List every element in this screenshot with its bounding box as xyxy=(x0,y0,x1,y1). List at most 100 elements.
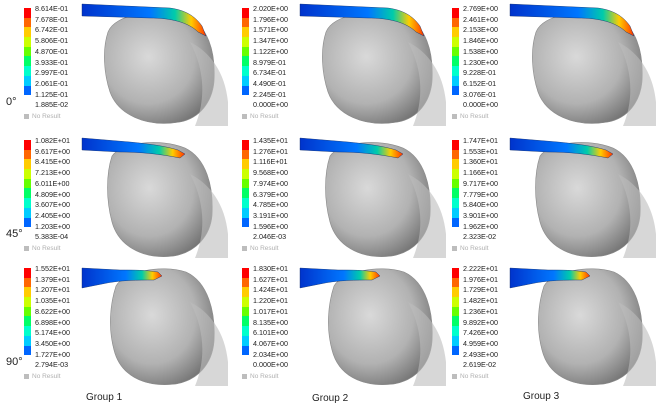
legend-swatch xyxy=(24,277,31,288)
legend-swatch xyxy=(452,46,459,57)
legend-swatch xyxy=(242,217,249,228)
legend-value: 4.809E+00 xyxy=(35,189,70,199)
tendon-contour xyxy=(299,3,425,37)
legend-swatch xyxy=(242,159,249,170)
legend-value: 3.191E+00 xyxy=(253,210,288,220)
legend-value: 4.959E+00 xyxy=(463,338,498,348)
legend-values: 2.222E+01 1.976E+01 1.729E+01 1.482E+01 1.23… xyxy=(463,264,498,371)
legend-value: 1.830E+01 xyxy=(253,264,288,273)
legend-swatch xyxy=(452,326,459,336)
legend-value: 1.017E+01 xyxy=(253,306,288,316)
bone-shaft xyxy=(618,302,656,386)
legend-swatch xyxy=(242,178,249,189)
legend-value: 1.230E+00 xyxy=(463,57,498,67)
no-result-swatch xyxy=(452,113,457,119)
legend-swatch xyxy=(24,75,31,86)
legend-swatch xyxy=(452,56,459,67)
legend-value: 1.220E+01 xyxy=(253,296,288,306)
legend-swatch xyxy=(452,306,459,317)
humeral-head xyxy=(107,142,213,257)
legend-value: 4.490E-01 xyxy=(253,78,287,88)
legend-values: 2.020E+00 1.796E+00 1.571E+00 1.347E+00 1.12… xyxy=(253,4,288,111)
legend-swatch xyxy=(242,149,249,160)
legend-value: 4.870E-01 xyxy=(35,46,69,56)
legend-swatch xyxy=(452,345,459,356)
no-result-label: No Result xyxy=(250,113,279,120)
legend-swatch xyxy=(242,56,249,67)
legend-value: 2.769E+00 xyxy=(463,4,498,13)
legend-swatch xyxy=(24,66,31,76)
legend-value: 2.222E+01 xyxy=(463,264,498,273)
legend-color-bar xyxy=(242,140,249,228)
legend-swatch xyxy=(452,297,459,307)
legend-color-bar xyxy=(24,8,31,96)
legend-color-bar xyxy=(452,8,459,96)
bone-shaft xyxy=(190,302,228,386)
legend-value: 8.622E+00 xyxy=(35,306,70,316)
legend-swatch xyxy=(242,277,249,288)
no-result-legend-entry: No Result xyxy=(242,245,279,252)
legend-value: 7.678E-01 xyxy=(35,14,69,24)
legend-swatch xyxy=(24,268,31,278)
legend-swatch xyxy=(242,188,249,199)
bone-shaft xyxy=(408,42,446,126)
legend-values: 1.435E+01 1.276E+01 1.116E+01 9.568E+00 7.97… xyxy=(253,136,288,243)
legend-value: 1.552E+01 xyxy=(35,264,70,273)
legend-value: 2.061E-01 xyxy=(35,78,69,88)
result-panel-r1-g2: 1.747E+01 1.553E+01 1.360E+01 1.166E+01 9.71… xyxy=(448,134,658,258)
row-label-90deg: 90° xyxy=(6,356,23,368)
legend-swatch xyxy=(242,27,249,38)
bone-tendon-model xyxy=(509,3,656,126)
legend-swatch xyxy=(24,188,31,199)
result-panel-r2-g1: 1.830E+01 1.627E+01 1.424E+01 1.220E+01 1.01… xyxy=(238,262,448,386)
legend-value: 1.796E+00 xyxy=(253,14,288,24)
legend-swatch xyxy=(242,46,249,57)
bone-tendon-model xyxy=(81,267,228,386)
group-label-1: Group 1 xyxy=(86,392,123,403)
legend-swatch xyxy=(242,207,249,218)
legend-swatch xyxy=(24,345,31,356)
tendon-contour xyxy=(81,137,186,159)
legend-swatch xyxy=(242,85,249,96)
legend-swatch xyxy=(24,316,31,327)
legend-value: 0.000E+00 xyxy=(253,100,288,110)
legend-value: 1.424E+01 xyxy=(253,285,288,295)
legend-value: 1.203E+00 xyxy=(35,221,70,231)
group-label-3: Group 3 xyxy=(523,391,560,402)
legend-swatch xyxy=(242,326,249,336)
legend-swatch xyxy=(242,287,249,298)
legend-value: 6.152E-01 xyxy=(463,78,497,88)
no-result-label: No Result xyxy=(460,113,489,120)
no-result-swatch xyxy=(24,113,29,119)
bone-tendon-model xyxy=(81,3,228,126)
legend-swatch xyxy=(24,159,31,170)
no-result-swatch xyxy=(242,373,247,379)
row-label-0deg: 0° xyxy=(6,96,17,108)
no-result-swatch xyxy=(242,113,247,119)
legend-swatch xyxy=(24,27,31,38)
legend-swatch xyxy=(452,169,459,179)
legend-value: 1.596E+00 xyxy=(253,221,288,231)
legend-swatch xyxy=(452,287,459,298)
result-panel-r2-g0: 1.552E+01 1.379E+01 1.207E+01 1.035E+01 8.62… xyxy=(20,262,230,386)
legend-swatch xyxy=(242,335,249,346)
legend-value: 1.347E+00 xyxy=(253,36,288,46)
legend-value: 6.742E-01 xyxy=(35,25,69,35)
legend-value: 8.614E-01 xyxy=(35,4,69,13)
legend-color-bar xyxy=(24,268,31,356)
legend-swatch xyxy=(242,306,249,317)
legend-swatch xyxy=(452,75,459,86)
legend-value: 2.493E+00 xyxy=(463,349,498,359)
tendon-contour xyxy=(299,137,404,159)
legend-value: 1.116E+01 xyxy=(253,157,288,167)
legend-swatch xyxy=(452,27,459,38)
legend-value: 3.901E+00 xyxy=(463,210,498,220)
no-result-label: No Result xyxy=(250,245,279,252)
legend-value: 6.379E+00 xyxy=(253,189,288,199)
no-result-legend-entry: No Result xyxy=(452,373,489,380)
legend-value: 1.207E+01 xyxy=(35,285,70,295)
legend-swatch xyxy=(452,188,459,199)
legend-value: 1.379E+01 xyxy=(35,274,70,284)
legend-value: 8.135E+00 xyxy=(253,317,288,327)
legend-swatch xyxy=(24,8,31,18)
